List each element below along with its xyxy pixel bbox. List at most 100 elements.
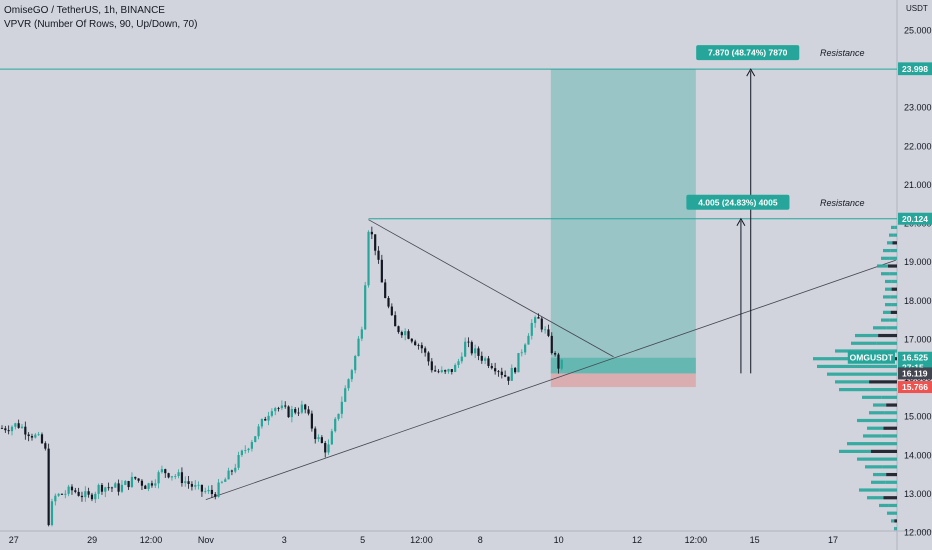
candle-body [40, 434, 44, 444]
volume-profile-bar-up [813, 357, 860, 361]
candle-body [397, 326, 400, 333]
volume-profile-bar-up [885, 287, 892, 291]
candle-body [400, 332, 403, 336]
candle-body [144, 485, 147, 489]
candle-body [207, 489, 210, 492]
x-tick-label: 27 [9, 535, 19, 545]
price-tag-box [898, 63, 932, 76]
y-tick-label: 13.000 [904, 489, 932, 499]
y-tick-label: 19.000 [904, 257, 932, 267]
candle-body [550, 335, 553, 354]
candle-body [297, 412, 300, 414]
x-tick-label: 8 [478, 535, 483, 545]
candle-body [237, 455, 240, 468]
volume-profile-bar-down [888, 264, 897, 268]
candle-body [117, 483, 120, 492]
candle-body [7, 430, 10, 432]
candle-body [420, 345, 423, 349]
candle-body [387, 298, 390, 307]
indicator-title: VPVR (Number Of Rows, 90, Up/Down, 70) [4, 19, 198, 30]
candle-body [437, 371, 440, 373]
candle-body [390, 306, 393, 316]
x-tick-label: 15 [750, 535, 760, 545]
candle-body [70, 486, 74, 491]
candle-body [354, 356, 357, 371]
volume-profile-bar-up [871, 480, 886, 484]
candle-body [194, 485, 197, 487]
candle-body [547, 329, 550, 336]
volume-profile-bar-down [881, 434, 897, 438]
candle-body [467, 341, 470, 343]
volume-profile-bar-down [876, 341, 897, 345]
candle-body [537, 317, 540, 319]
candle-body [14, 423, 17, 427]
candle-body [487, 358, 490, 366]
candle-body [127, 481, 130, 488]
target-zone [550, 69, 696, 374]
volume-profile-bar-up [887, 241, 893, 245]
candle-body [540, 318, 543, 330]
candle-body [260, 418, 263, 427]
candle-body [447, 369, 450, 372]
candle-body [20, 426, 24, 428]
y-axis-unit: USDT [906, 4, 928, 13]
candle-body [174, 475, 177, 477]
candle-body [490, 365, 493, 369]
price-tag-box [898, 212, 932, 225]
price-tag: 20.124 [902, 214, 928, 224]
volume-profile-bar-up [839, 449, 871, 453]
volume-profile-bar-up [867, 426, 884, 430]
volume-profile-bar-up [863, 434, 882, 438]
candle-body [217, 482, 220, 497]
candle-body [177, 472, 180, 476]
candle-body [227, 470, 230, 480]
candle-body [10, 426, 14, 432]
candle-body [484, 358, 487, 361]
candle-body [414, 341, 417, 346]
candle-body [524, 344, 527, 353]
volume-profile-bar-up [865, 465, 883, 469]
candle-body [494, 368, 497, 372]
candle-body [184, 481, 187, 484]
volume-profile-bar-down [889, 256, 897, 260]
x-tick-label: 12:00 [140, 535, 163, 545]
candle-body [344, 388, 347, 402]
volume-profile-bar-up [855, 333, 879, 338]
candle-body [170, 476, 174, 478]
candle-body [90, 494, 94, 500]
candle-body [460, 356, 463, 362]
candle-body [334, 418, 337, 432]
candle-body [157, 472, 160, 484]
candle-body [254, 436, 257, 443]
candle-body [50, 501, 54, 526]
candle-body [97, 484, 100, 494]
candle-body [360, 329, 363, 339]
volume-profile-bar-down [879, 457, 897, 461]
volume-profile-bar-up [883, 295, 891, 299]
candle-body [474, 348, 477, 354]
candle-body [190, 483, 194, 487]
candle-body [250, 442, 253, 449]
measure-arrowhead [746, 68, 756, 77]
volume-profile-bar-up [847, 442, 875, 446]
candle-body [560, 359, 563, 369]
candle-body [374, 234, 377, 251]
candle-body [534, 317, 537, 323]
candle-body [84, 491, 87, 498]
measure-label: 7.870 (48.74%) 7870 [708, 48, 788, 58]
volume-profile-bar-down [881, 395, 897, 399]
volume-profile-bar-up [883, 248, 891, 253]
volume-profile-bar-up [857, 457, 879, 461]
candle-body [270, 411, 273, 416]
candle-body [517, 353, 520, 373]
y-tick-label: 17.000 [904, 334, 932, 344]
candle-body [430, 361, 433, 371]
candle-body [77, 491, 80, 496]
candle-body [514, 367, 517, 373]
candle-body [24, 426, 27, 435]
price-tag-box [898, 381, 932, 394]
volume-profile-bar-down [890, 295, 897, 299]
y-tick-label: 18.000 [904, 296, 932, 306]
candle-body [140, 480, 144, 486]
